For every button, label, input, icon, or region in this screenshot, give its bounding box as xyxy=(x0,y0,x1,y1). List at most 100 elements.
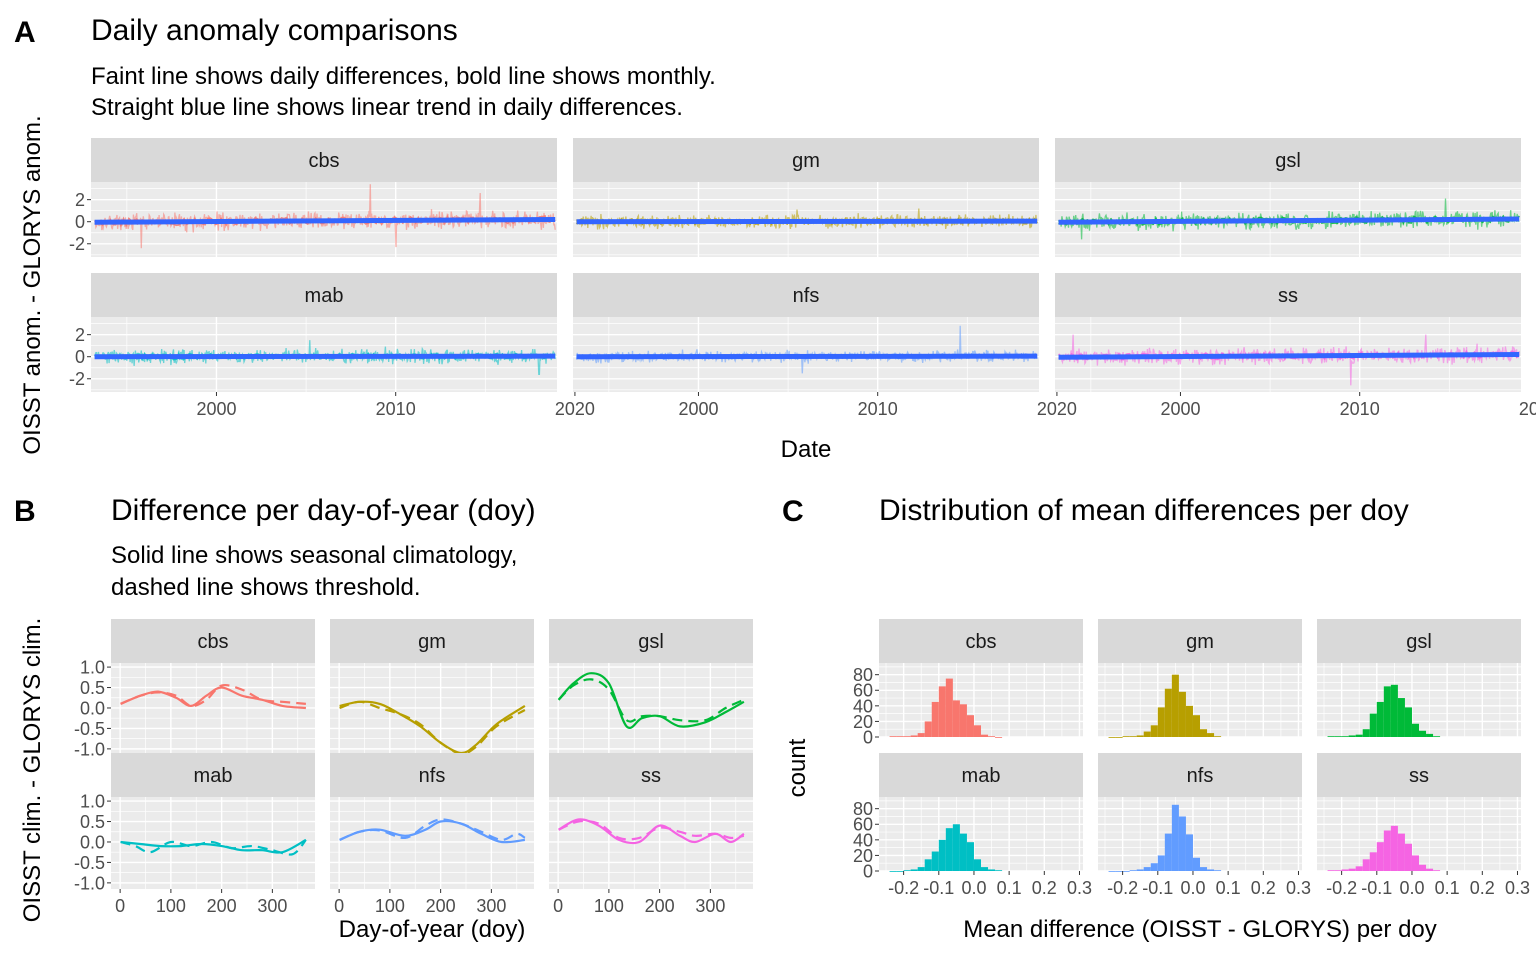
x-tick-label: 100 xyxy=(156,896,186,916)
linear-trend-line xyxy=(576,353,1038,360)
histogram-bar xyxy=(981,867,989,871)
y-tick-label: 0.5 xyxy=(80,812,105,832)
y-tick-label: -2 xyxy=(69,369,85,389)
panel-c-x-axis-title: Mean difference (OISST - GLORYS) per doy xyxy=(963,916,1437,943)
facet-strip-label: cbs xyxy=(308,150,339,172)
histogram-bar xyxy=(981,734,989,737)
histogram-bar xyxy=(1185,834,1193,871)
histogram-bar xyxy=(1207,733,1215,737)
facet-nfs: nfs -0.2 -0.1 0.0 0.1 0.2 0.3 xyxy=(1098,753,1311,898)
facet-background xyxy=(549,797,753,889)
facet-strip xyxy=(573,138,1039,182)
histogram-bar xyxy=(1327,736,1335,738)
histogram-bar xyxy=(917,733,925,737)
facet-background xyxy=(549,663,753,755)
x-tick-label: 0.2 xyxy=(1032,878,1057,898)
panel-b-title: Difference per day-of-year (doy) xyxy=(111,494,536,527)
histogram-bar xyxy=(1390,825,1398,871)
x-tick-label: 300 xyxy=(257,896,287,916)
histogram-bar xyxy=(1122,736,1130,738)
climatology-line xyxy=(120,686,307,710)
histogram-bar xyxy=(945,678,953,737)
histogram-bar xyxy=(966,842,974,871)
x-tick-label: 0.2 xyxy=(1251,878,1276,898)
histogram-bar xyxy=(1376,701,1384,737)
x-tick-label: -0.1 xyxy=(1142,878,1173,898)
histogram-bar xyxy=(896,736,904,738)
histogram-bar xyxy=(1397,698,1405,737)
x-tick-label: 200 xyxy=(426,896,456,916)
y-tick-label: 2 xyxy=(75,190,85,210)
x-tick-label: 2020 xyxy=(1519,399,1536,419)
climatology-line xyxy=(339,700,526,755)
histogram-bar xyxy=(1207,869,1215,871)
histogram-bar xyxy=(1334,736,1342,738)
histogram-bar xyxy=(1122,871,1130,872)
facet-strip-label: nfs xyxy=(793,285,820,307)
histogram-bar xyxy=(1185,705,1193,737)
facet-background xyxy=(330,663,534,755)
y-tick-label: 0.0 xyxy=(80,698,105,718)
histogram-bar xyxy=(988,869,996,871)
histogram-bar xyxy=(896,871,904,872)
facet-strip-label: gsl xyxy=(1406,631,1432,653)
histogram-bar xyxy=(1404,843,1412,871)
histogram-bar xyxy=(1108,871,1116,872)
y-tick-label: -1.0 xyxy=(74,873,105,893)
facet-strip-label: gm xyxy=(792,150,820,172)
histogram-bar xyxy=(1327,870,1335,872)
climatology-line xyxy=(339,820,526,844)
facet-strip xyxy=(1317,619,1521,663)
x-tick-label: 0.1 xyxy=(1435,878,1460,898)
x-tick-label: 2000 xyxy=(1160,399,1200,419)
x-tick-label: 2020 xyxy=(555,399,595,419)
histogram-bar xyxy=(959,704,967,737)
daily-difference-line xyxy=(93,184,556,249)
x-tick-label: 0.2 xyxy=(1470,878,1495,898)
facet-strip xyxy=(111,619,315,663)
histogram-bar xyxy=(1129,736,1137,738)
x-tick-label: -0.2 xyxy=(888,878,919,898)
facet-strip-label: mab xyxy=(194,765,233,787)
panel-letter-c: C xyxy=(782,495,804,528)
histogram-bar xyxy=(1411,723,1419,737)
histogram-bar xyxy=(1390,684,1398,737)
facet-gm: gm xyxy=(1098,619,1302,738)
histogram-bar xyxy=(973,725,981,737)
histogram-bar xyxy=(1355,866,1363,871)
facet-background xyxy=(111,663,315,755)
histogram-bar xyxy=(1355,734,1363,737)
facet-ss: ss 2000 2010 2020 xyxy=(1055,273,1536,419)
x-tick-label: 2000 xyxy=(196,399,236,419)
facet-gsl: gsl xyxy=(1317,619,1521,738)
histogram-bar xyxy=(945,828,953,871)
x-tick-label: -0.2 xyxy=(1326,878,1357,898)
linear-trend-line xyxy=(94,353,556,360)
panel-c-y-axis-title: count xyxy=(784,738,811,797)
y-tick-label: -2 xyxy=(69,234,85,254)
histogram-bar xyxy=(1192,715,1200,737)
x-tick-label: -0.2 xyxy=(1107,878,1138,898)
histogram-bar xyxy=(1214,870,1222,872)
facet-strip-label: gm xyxy=(418,631,446,653)
histogram-bar xyxy=(1376,842,1384,871)
facet-strip-label: nfs xyxy=(419,765,446,787)
x-tick-label: 2020 xyxy=(1037,399,1077,419)
facet-strip xyxy=(549,619,753,663)
y-tick-label: 0 xyxy=(75,347,85,367)
histogram-bar xyxy=(1348,868,1356,871)
x-tick-label: 0.0 xyxy=(961,878,986,898)
y-tick-label: 20 xyxy=(853,712,873,732)
histogram-bar xyxy=(1150,725,1158,737)
histogram-bar xyxy=(1164,833,1172,871)
x-tick-label: 200 xyxy=(645,896,675,916)
histogram-bar xyxy=(938,839,946,871)
y-tick-label: 80 xyxy=(853,799,873,819)
panel-letter-b: B xyxy=(14,495,36,528)
y-tick-label: 60 xyxy=(853,681,873,701)
histogram-bar xyxy=(1419,730,1427,737)
y-tick-label: -0.5 xyxy=(74,719,105,739)
histogram-bar xyxy=(1200,729,1208,737)
x-tick-label: 2010 xyxy=(376,399,416,419)
